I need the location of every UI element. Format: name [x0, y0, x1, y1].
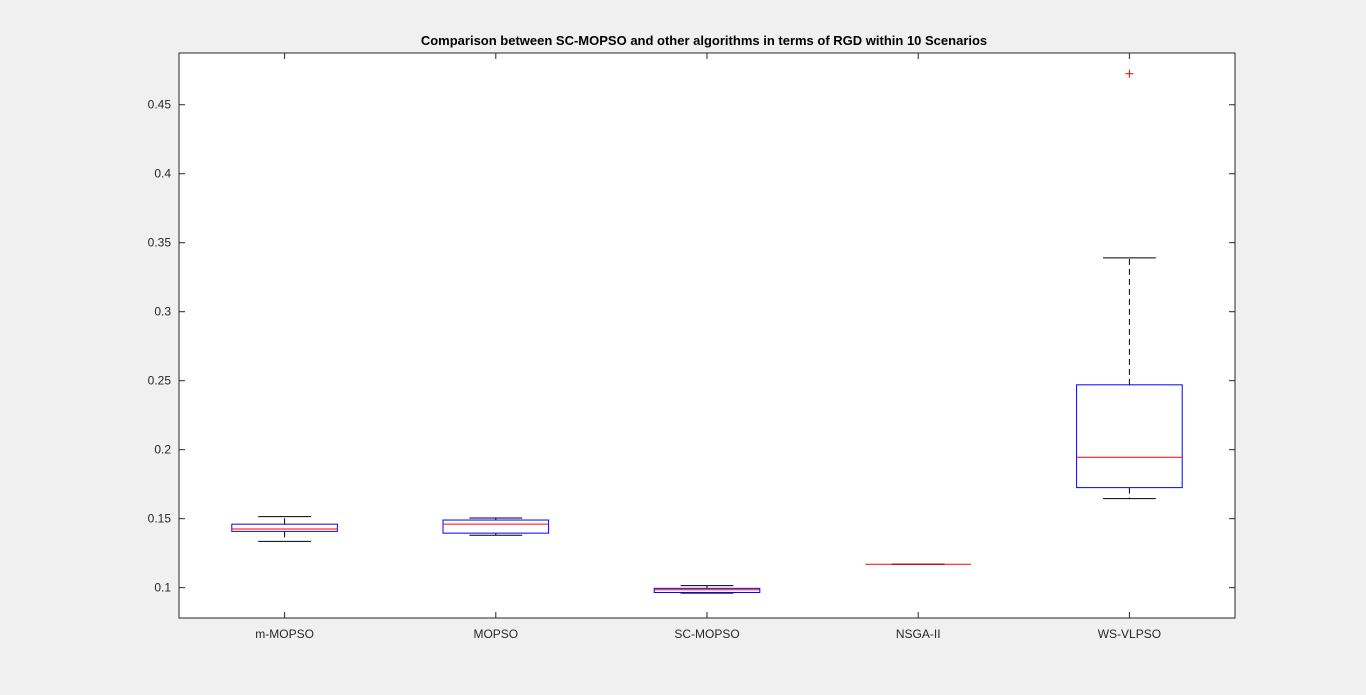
x-tick-label: WS-VLPSO — [1098, 627, 1161, 641]
y-tick-label: 0.2 — [154, 443, 171, 457]
y-tick-label: 0.1 — [154, 581, 171, 595]
box-iqr — [231, 523, 338, 532]
y-tick-label: 0.35 — [148, 236, 172, 250]
axes-frame — [178, 52, 1236, 619]
box-mopso — [442, 517, 550, 536]
box-iqr — [1076, 384, 1183, 489]
outlier-marker — [1125, 69, 1134, 78]
y-tick-label: 0.45 — [148, 98, 172, 112]
x-axis: m-MOPSO MOPSO SC-MOPSO NSGA-II WS-VLPSO — [255, 53, 1161, 641]
x-tick-label: m-MOPSO — [255, 627, 314, 641]
box-m-mopso — [231, 516, 338, 542]
y-tick-label: 0.4 — [154, 167, 171, 181]
x-tick-label: NSGA-II — [896, 627, 941, 641]
y-axis: 0.1 0.15 0.2 0.25 0.3 0.35 0.4 0.45 — [148, 98, 1235, 595]
box-iqr — [442, 519, 550, 534]
x-tick-label: SC-MOPSO — [674, 627, 739, 641]
box-sc-mopso — [653, 585, 761, 594]
box-ws-vlpso — [1076, 69, 1183, 500]
y-tick-label: 0.25 — [148, 374, 172, 388]
chart-title: Comparison between SC-MOPSO and other al… — [421, 33, 987, 48]
box-iqr — [653, 587, 761, 593]
y-tick-label: 0.15 — [148, 512, 172, 526]
y-tick-label: 0.3 — [154, 305, 171, 319]
x-tick-label: MOPSO — [473, 627, 518, 641]
box-series — [231, 69, 1183, 594]
plot-area — [179, 53, 1235, 618]
